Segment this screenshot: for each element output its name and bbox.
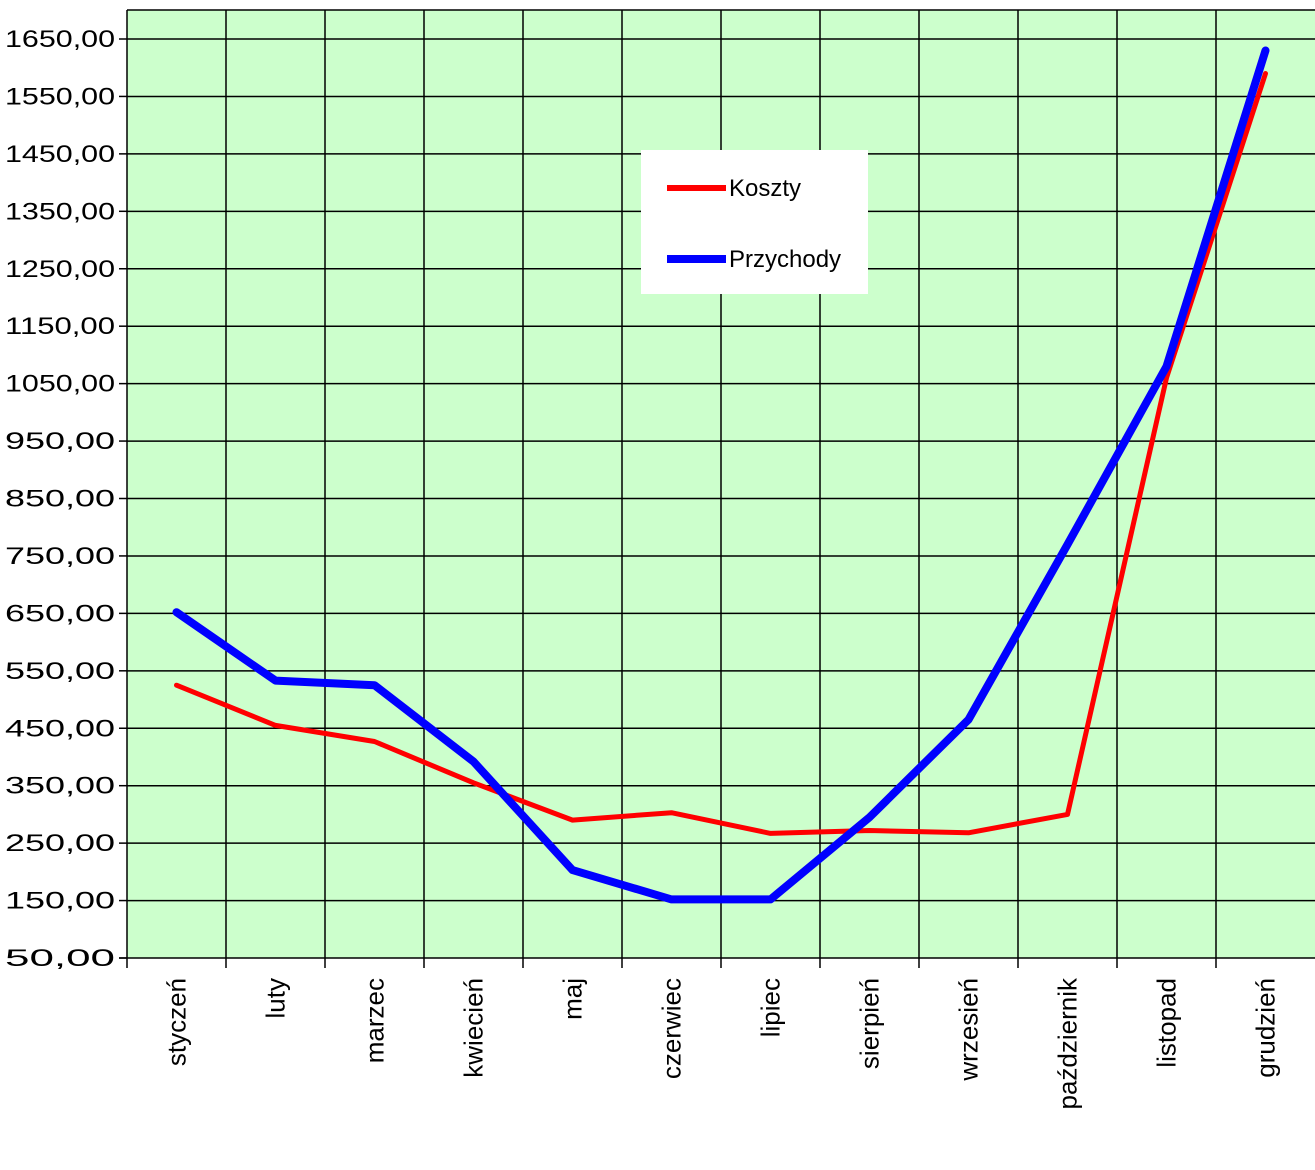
y-tick-label: 1250,00	[5, 256, 115, 283]
y-tick-label: 250,00	[5, 830, 115, 857]
legend-label-koszty: Koszty	[729, 175, 801, 202]
legend-label-przychody: Przychody	[729, 246, 841, 273]
x-tick-label: czerwiec	[657, 978, 687, 1079]
x-tick-label: luty	[261, 978, 291, 1018]
y-tick-label: 350,00	[5, 773, 115, 800]
legend: Koszty Przychody	[641, 150, 868, 294]
y-tick-label: 450,00	[5, 715, 115, 742]
y-tick-label: 1150,00	[5, 313, 115, 340]
y-tick-label: 650,00	[5, 600, 115, 627]
x-tick-label: październik	[1053, 977, 1083, 1110]
x-tick-label: marzec	[360, 978, 390, 1063]
y-tick-label: 950,00	[5, 428, 115, 455]
y-tick-label: 1350,00	[5, 198, 115, 225]
y-tick-label: 750,00	[5, 543, 115, 570]
x-tick-label: wrzesień	[954, 978, 984, 1082]
series	[172, 46, 1270, 904]
x-tick-label: lipiec	[756, 978, 786, 1037]
x-tick-label: grudzień	[1251, 978, 1281, 1078]
legend-box	[641, 150, 868, 294]
x-tick-label: sierpień	[855, 978, 885, 1069]
y-tick-label: 1550,00	[5, 83, 115, 110]
x-tick-label: listopad	[1152, 978, 1182, 1068]
axes: 50,00 150,00 250,00 350,00 450,00 550,00 650,0…	[5, 9, 1315, 1110]
y-tick-label: 50,00	[5, 945, 115, 972]
x-tick-label: styczeń	[162, 978, 192, 1066]
y-tick-label: 1650,00	[5, 26, 115, 53]
y-tick-label: 1450,00	[5, 141, 115, 168]
x-tick-label: maj	[558, 978, 588, 1020]
y-tick-label: 850,00	[5, 486, 115, 513]
x-tick-label: kwiecień	[459, 978, 489, 1078]
series-line-przychody	[172, 46, 1270, 904]
series-line-koszty	[174, 71, 1268, 836]
y-tick-label: 550,00	[5, 658, 115, 685]
y-tick-label: 150,00	[5, 888, 115, 915]
y-tick-label: 1050,00	[5, 371, 115, 398]
